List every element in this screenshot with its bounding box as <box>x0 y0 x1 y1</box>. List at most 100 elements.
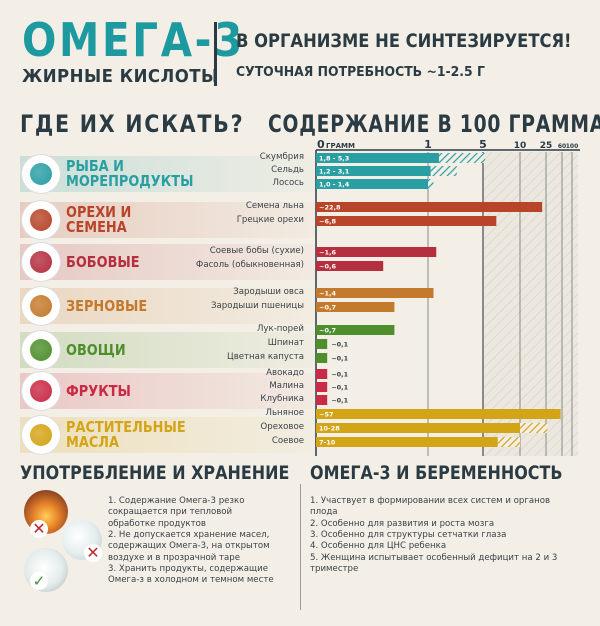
section-title-where: ГДЕ ИХ ИСКАТЬ? <box>20 110 245 138</box>
wheat-icon <box>22 287 60 325</box>
category-name: ОВОЩИ <box>66 340 126 359</box>
bar <box>316 202 543 212</box>
header-statement: В ОРГАНИЗМЕ НЕ СИНТЕЗИРУЕТСЯ! <box>236 30 572 52</box>
note-line: Омега-з в холодном и темном месте <box>108 575 274 586</box>
cross-icon: ✕ <box>30 520 48 538</box>
item-label: Соевые бобы (сухие) <box>209 246 304 256</box>
category-name: РЫБА И МОРЕПРОДУКТЫ <box>66 157 194 190</box>
bar <box>316 288 434 298</box>
bar-range <box>520 423 548 433</box>
data-label: ~0,6 <box>319 263 336 271</box>
check-icon: ✓ <box>30 572 48 590</box>
item-label: Льняное <box>265 408 304 418</box>
item-label: Ореховое <box>260 422 304 432</box>
note-line: 2. Не допускается хранение масел, <box>108 529 270 540</box>
category-band <box>20 417 316 453</box>
item-label: Грецкие орехи <box>236 215 304 225</box>
bar <box>316 423 520 433</box>
data-label: ~22,8 <box>319 204 341 212</box>
bar <box>316 382 328 392</box>
nuts-icon <box>22 201 60 239</box>
bar-range <box>430 166 457 176</box>
item-label: Семена льна <box>245 201 304 211</box>
category-name: ОРЕХИ И СЕМЕНА <box>66 203 132 236</box>
data-label: ~0,1 <box>331 371 348 379</box>
note-line: 5. Женщина испытывает особенный дефицит … <box>310 552 558 563</box>
tick-label: 100 <box>566 143 579 150</box>
bar <box>316 437 498 447</box>
bar-range <box>497 437 520 447</box>
tick-label: 5 <box>479 138 487 151</box>
bar <box>316 369 328 379</box>
omega3-bar-chart: 0 1 5 10 25 60 100 ГРАММ 1,8 - 5,3 1,2 - 3,1 1,0 -… <box>315 138 580 456</box>
item-label: Соевое <box>271 436 304 446</box>
title-divider <box>214 22 217 86</box>
data-label: 10-28 <box>319 425 340 433</box>
axis-unit-label: ГРАММ <box>326 142 355 150</box>
tick-label: 10 <box>514 141 527 151</box>
category-name: БОБОВЫЕ <box>66 252 140 271</box>
tick-label: 1 <box>424 138 432 151</box>
note-line: содержащих Омега-3, на открытом <box>108 541 270 552</box>
bar <box>316 339 328 349</box>
bar-range <box>439 153 486 163</box>
category-band <box>20 244 316 280</box>
category-name: ЗЕРНОВЫЕ <box>66 296 148 315</box>
note-line: 3. Особенно для структуры сетчатки глаза <box>310 529 507 540</box>
category-band <box>20 332 316 368</box>
data-label: ~0,1 <box>331 397 348 405</box>
leek-icon <box>22 331 60 369</box>
item-label: Клубника <box>260 394 304 404</box>
daily-requirement: СУТОЧНАЯ ПОТРЕБНОСТЬ ~1-2.5 Г <box>236 64 485 80</box>
bar <box>316 325 395 335</box>
note-line: 2. Особенно для развития и роста мозга <box>310 518 495 529</box>
note-line: 1. Участвует в формировании всех систем … <box>310 496 551 506</box>
item-label: Авокадо <box>266 368 304 378</box>
data-label: ~1,6 <box>319 249 336 257</box>
data-label: ~0,1 <box>331 341 348 349</box>
note-line: 4. Особенно для ЦНС ребенка <box>310 541 447 552</box>
pregnancy-title: ОМЕГА-3 И БЕРЕМЕННОСТЬ <box>310 462 563 484</box>
tick-label: 60 <box>558 143 566 150</box>
data-label: ~57 <box>319 411 334 419</box>
item-label: Сельдь <box>271 165 304 175</box>
note-line: плода <box>310 507 338 518</box>
note-line: обработке продуктов <box>108 518 206 529</box>
bar <box>316 216 497 226</box>
data-label: ~0,1 <box>331 355 348 363</box>
note-line: 1. Содержание Омега-3 резко <box>108 496 245 506</box>
bar <box>316 153 439 163</box>
item-label: Цветная капуста <box>227 352 304 362</box>
category-band <box>20 202 316 238</box>
bar <box>316 409 561 419</box>
bar <box>316 302 395 312</box>
item-label: Фасоль (обыкновенная) <box>195 260 304 270</box>
data-label: 1,2 - 3,1 <box>319 168 350 176</box>
bar <box>316 247 437 257</box>
category-band <box>20 373 316 409</box>
bar <box>316 166 431 176</box>
item-label: Лук-порей <box>256 324 304 334</box>
data-label: ~0,1 <box>331 384 348 392</box>
item-label: Шпинат <box>267 338 304 348</box>
bar <box>316 261 384 271</box>
data-label: ~0,7 <box>319 304 336 312</box>
bar <box>316 353 328 363</box>
note-line: 3. Хранить продукты, содержащие <box>108 563 268 574</box>
category-name: РАСТИТЕЛЬНЫЕ МАСЛА <box>66 418 186 451</box>
category-band <box>20 288 316 324</box>
fish-icon <box>22 155 60 193</box>
item-label: Зародыши пшеницы <box>210 301 304 311</box>
item-label: Малина <box>269 381 304 391</box>
page-title: ОМЕГА-3 <box>22 13 245 67</box>
page-subtitle: ЖИРНЫЕ КИСЛОТЫ <box>22 66 219 87</box>
category-name: ФРУКТЫ <box>66 381 131 400</box>
data-label: ~1,4 <box>319 290 336 298</box>
note-line: воздухе и в прозрачной таре <box>108 552 241 563</box>
cross-icon: ✕ <box>84 544 102 562</box>
category-band <box>20 156 316 192</box>
tick-label: 25 <box>540 141 553 151</box>
note-line: триместре <box>310 563 359 574</box>
data-label: 1,8 - 5,3 <box>319 155 349 163</box>
data-label: 1,0 - 1,4 <box>319 181 350 189</box>
